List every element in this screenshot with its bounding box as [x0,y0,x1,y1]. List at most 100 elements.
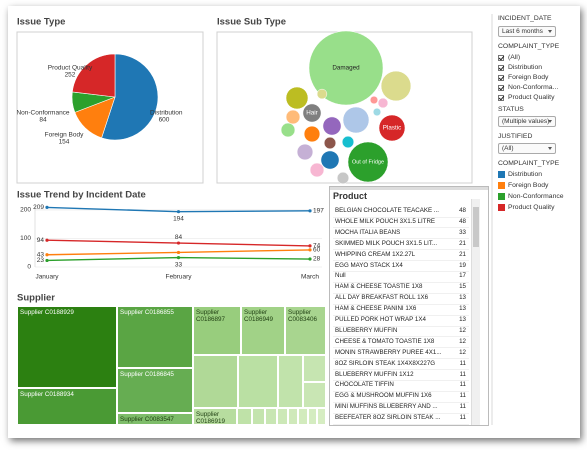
checkbox-label[interactable]: Foreign Body [508,74,549,81]
checkbox[interactable] [498,65,504,71]
product-count: 12 [459,348,466,356]
slice-label: Non-Conformance [16,110,69,117]
product-count: 11 [459,381,466,389]
product-name: BLUEBERRY MUFFIN 1X12 [335,370,414,378]
product-count: 48 [459,207,466,214]
product-name: Null [335,272,346,280]
treemap-cell [303,382,326,408]
treemap-cell [252,408,265,425]
treemap-label: Supplier C0186845 [120,371,174,378]
product-name: WHIPPING CREAM 1X2.27L [335,250,416,258]
treemap-cell: Supplier C0083547 [117,413,193,425]
trend-point [176,250,181,255]
row-divider [333,390,469,392]
bubble [280,122,296,138]
product-name: EGG & MUSHROOM MUFFIN 1X6 [335,392,432,400]
product-count: 17 [459,272,466,280]
issue-type-title: Issue Type [17,17,65,28]
treemap-label: Supplier C0186897 [196,309,226,323]
bubble [308,30,384,106]
checkbox[interactable] [498,85,504,91]
trend-point [176,241,181,245]
treemap-cell: Supplier C0188934 [17,388,117,425]
data-label: 28 [313,256,321,263]
checkbox[interactable] [498,55,504,61]
checkbox-label[interactable]: Product Quality [508,94,555,101]
checkbox-label[interactable]: Distribution [508,64,542,71]
legend-swatch [498,182,505,189]
treemap-cell [288,408,298,425]
dropdown[interactable]: (All) [498,143,556,154]
product-count: 11 [459,359,466,367]
y-tick-label: 100 [20,235,31,242]
legend-swatch [498,204,505,211]
legend-label: Non-Conformance [508,193,564,200]
x-tick-label: March [301,274,319,281]
issue-subtype-title: Issue Sub Type [217,17,286,28]
treemap-cell: Supplier C0083406 [285,306,326,355]
treemap-cell [265,408,277,425]
row-divider [333,380,469,381]
product-count: 21 [459,250,466,258]
treemap-cell [317,408,326,425]
product-name: CHEESE & TOMATO TOASTIE 1X8 [335,337,435,345]
dropdown[interactable]: (Multiple values) [498,116,556,127]
data-label: 84 [175,234,183,241]
bubble [296,143,314,161]
product-count: 11 [459,370,466,378]
trend-point [176,210,181,214]
row-divider [333,423,469,425]
product-count: 11 [459,403,466,411]
product-count: 13 [459,316,466,323]
treemap-label: Supplier C0186855 [120,309,174,316]
product-count: 11 [459,392,466,400]
row-divider [333,260,469,262]
bubble [372,107,382,117]
slice-value: 84 [39,117,47,124]
filter-label: JUSTIFIED [498,133,533,140]
bubble [320,150,340,170]
filter-label: INCIDENT_DATE [498,15,552,22]
product-table: Product BELGIAN CHOCOLATE TEACAKE ... 48 W… [329,186,489,426]
product-count: 48 [459,217,466,225]
trend-point [45,205,49,210]
product-name: MONIN STRAWBERRY PUREE 4X1... [335,348,442,356]
product-count: 21 [459,239,466,247]
filter-label: STATUS [498,106,524,113]
issue-type-frame [16,31,204,184]
row-divider [333,271,469,272]
product-name: MOCHA ITALIA BEANS [335,228,401,236]
slice-label: Foreign Body [45,132,84,139]
data-label: 60 [313,247,321,254]
treemap-cell: Supplier C0186845 [117,368,193,413]
bubble [309,162,325,178]
checkbox-label[interactable]: (All) [508,54,521,61]
product-name: EGG MAYO STACK 1X4 [335,261,403,269]
checkbox[interactable] [498,95,504,101]
row-divider [333,303,469,305]
checkbox[interactable] [498,75,504,81]
scroll-thumb[interactable] [473,207,479,247]
bubble [342,106,370,134]
checkbox-label[interactable]: Non-Conforma... [508,84,559,91]
product-name: CHOCOLATE TIFFIN [335,381,394,389]
dropdown[interactable]: Last 6 months [498,26,556,37]
product-name: ALL DAY BREAKFAST ROLL 1X6 [335,294,429,302]
slice-value: 154 [59,139,70,146]
trend-point [308,248,312,252]
row-divider [333,216,469,218]
supplier-title: Supplier [17,293,55,304]
product-name: PULLED PORK HOT WRAP 1X4 [335,316,426,323]
bubble-label: Plastic [383,125,402,132]
trend-point [45,253,49,257]
trend-point [308,209,312,213]
product-name: HAM & CHEESE TOASTIE 1X8 [335,283,423,291]
scrollbar[interactable] [471,199,480,425]
product-count: 15 [459,283,466,291]
row-divider [333,281,469,283]
pie-slice [71,53,116,98]
product-count: 13 [459,294,466,302]
trend-point [308,244,312,248]
